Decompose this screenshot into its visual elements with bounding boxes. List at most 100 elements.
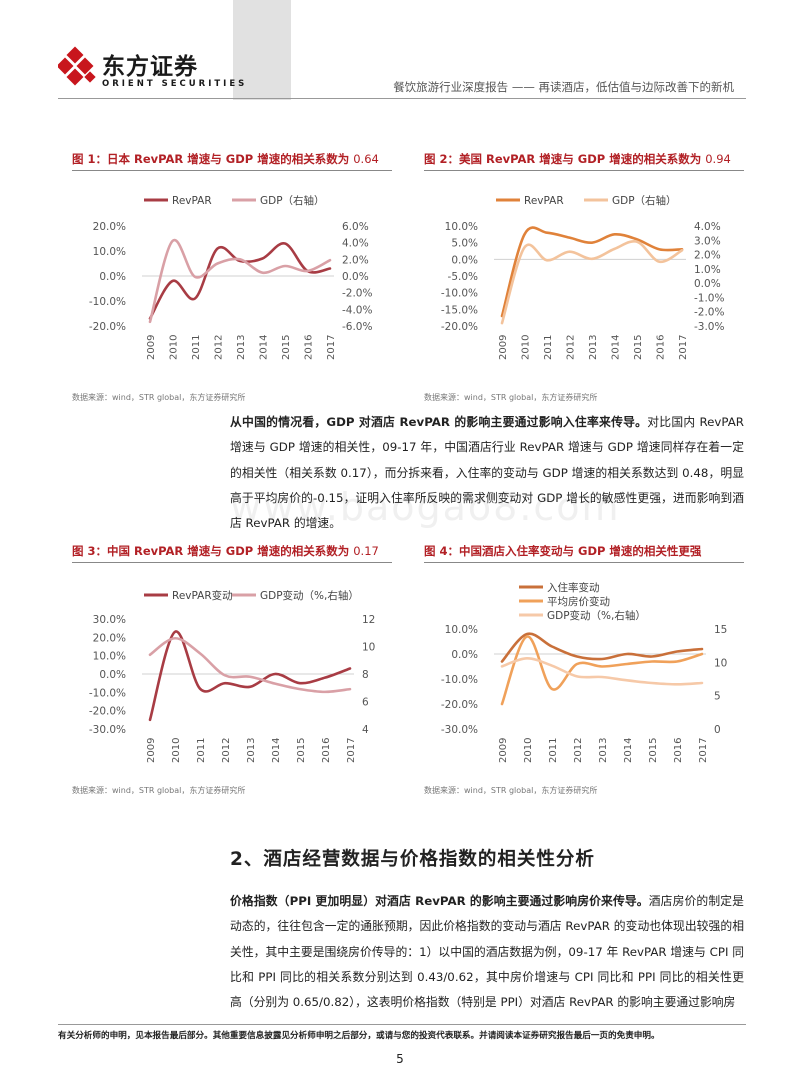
series-line bbox=[148, 238, 332, 324]
y-tick-label-right: 15 bbox=[714, 624, 727, 636]
x-tick-label: 2014 bbox=[271, 738, 282, 763]
paragraph-1-lead: 从中国的情况看，GDP 对酒店 RevPAR 的影响主要通过影响入住率来传导。 bbox=[230, 415, 648, 429]
x-tick-label: 2016 bbox=[321, 738, 332, 763]
page-number: 5 bbox=[396, 1052, 404, 1066]
figure-1-source: 数据来源：wind，STR global，东方证券研究所 bbox=[72, 393, 246, 402]
y-tick-label-right: 4.0% bbox=[342, 238, 369, 250]
figure-4-title: 图 4：中国酒店入住率变动与 GDP 增速的相关性更强 bbox=[424, 544, 702, 558]
y-tick-label-right: 4.0% bbox=[694, 221, 721, 233]
logo bbox=[58, 46, 96, 86]
series-line bbox=[500, 635, 704, 706]
y-tick-label-right: 10 bbox=[362, 642, 375, 654]
y-tick-label-right: 8 bbox=[362, 669, 369, 681]
y-tick-label-left: -30.0% bbox=[89, 724, 126, 736]
figure-1-chart: RevPAR GDP（右轴） 20.0% 10.0% 0.0% -10.0% -20.0% 6… bbox=[89, 194, 373, 360]
series-line bbox=[500, 239, 684, 325]
y-tick-label-right: 2.0% bbox=[694, 250, 721, 262]
y-tick-label-left: -10.0% bbox=[89, 296, 126, 308]
figure-3-chart: RevPAR变动 GDP变动（%,右轴） 30.0% 20.0% 10.0% 0.0% -1… bbox=[89, 589, 376, 763]
y-tick-label-right: 0.0% bbox=[694, 278, 721, 290]
y-tick-label-left: -20.0% bbox=[441, 699, 478, 711]
x-tick-label: 2011 bbox=[548, 738, 559, 763]
x-tick-label: 2011 bbox=[191, 335, 202, 360]
x-tick-label: 2015 bbox=[296, 738, 307, 763]
y-tick-label-left: -20.0% bbox=[89, 706, 126, 718]
legend-label: RevPAR变动 bbox=[172, 589, 233, 602]
paragraph-2-lead: 价格指数（PPI 更加明显）对酒店 RevPAR 的影响主要通过影响房价来传导。 bbox=[230, 894, 649, 908]
logo-chinese-name: 东方证券 bbox=[102, 54, 198, 80]
y-tick-label-left: -15.0% bbox=[441, 304, 478, 316]
x-tick-label: 2014 bbox=[623, 738, 634, 763]
y-tick-label-left: -30.0% bbox=[441, 724, 478, 736]
figure-2-rule bbox=[424, 170, 744, 171]
x-tick-label: 2011 bbox=[543, 335, 554, 360]
watermark: www.baogao8.com bbox=[230, 485, 621, 529]
x-tick-label: 2014 bbox=[611, 335, 622, 360]
y-tick-label-left: 20.0% bbox=[93, 221, 126, 233]
y-tick-label-left: 30.0% bbox=[93, 614, 126, 626]
series-line bbox=[148, 242, 332, 320]
paragraph-2: 价格指数（PPI 更加明显）对酒店 RevPAR 的影响主要通过影响房价来传导。… bbox=[230, 889, 744, 1015]
y-tick-label-right: -6.0% bbox=[342, 321, 372, 333]
paragraph-2-body: 酒店房价的制定是动态的，往往包含一定的通胀预期，因此价格指数的变动与酒店 Rev… bbox=[230, 894, 744, 1010]
figure-3-title: 图 3：中国 RevPAR 增速与 GDP 增速的相关系数为 0.17 bbox=[72, 544, 379, 558]
series-line bbox=[148, 636, 352, 694]
x-tick-label: 2009 bbox=[146, 335, 157, 360]
legend-label: GDP变动（%,右轴） bbox=[260, 589, 359, 602]
figure-3-rule bbox=[72, 562, 392, 563]
x-tick-label: 2009 bbox=[498, 738, 509, 763]
x-tick-label: 2017 bbox=[678, 335, 689, 360]
y-tick-label-right: 6 bbox=[362, 697, 369, 709]
y-tick-label-right: -2.0% bbox=[342, 288, 372, 300]
y-tick-label-right: 0.0% bbox=[342, 271, 369, 283]
series-line bbox=[500, 632, 704, 663]
figure-2-source: 数据来源：wind，STR global，东方证券研究所 bbox=[424, 393, 598, 402]
x-tick-label: 2017 bbox=[346, 738, 357, 763]
y-tick-label-right: 5 bbox=[714, 691, 721, 703]
series-line bbox=[500, 226, 684, 318]
x-tick-label: 2017 bbox=[698, 738, 709, 763]
x-tick-label: 2015 bbox=[281, 335, 292, 360]
y-tick-label-left: 10.0% bbox=[445, 624, 478, 636]
series-line bbox=[500, 657, 704, 686]
section-heading: 2、酒店经营数据与价格指数的相关性分析 bbox=[230, 849, 595, 870]
y-tick-label-right: 12 bbox=[362, 614, 375, 626]
legend-label: 入住率变动 bbox=[547, 581, 600, 594]
footer-divider bbox=[58, 1024, 746, 1025]
y-tick-label-left: 0.0% bbox=[451, 254, 478, 266]
y-tick-label-left: 0.0% bbox=[99, 669, 126, 681]
x-tick-label: 2009 bbox=[146, 738, 157, 763]
y-tick-label-right: 1.0% bbox=[694, 264, 721, 276]
y-tick-label-left: -10.0% bbox=[441, 288, 478, 300]
y-tick-label-right: -4.0% bbox=[342, 304, 372, 316]
x-tick-label: 2012 bbox=[566, 335, 577, 360]
y-tick-label-right: 3.0% bbox=[694, 235, 721, 247]
x-tick-label: 2013 bbox=[598, 738, 609, 763]
y-tick-label-left: -20.0% bbox=[441, 321, 478, 333]
x-tick-label: 2013 bbox=[236, 335, 247, 360]
x-tick-label: 2010 bbox=[523, 738, 534, 763]
x-tick-label: 2017 bbox=[326, 335, 337, 360]
figure-1-title: 图 1：日本 RevPAR 增速与 GDP 增速的相关系数为 0.64 bbox=[72, 152, 379, 166]
y-tick-label-left: -20.0% bbox=[89, 321, 126, 333]
series-line bbox=[148, 630, 352, 722]
figure-1-rule bbox=[72, 170, 392, 171]
y-tick-label-right: 6.0% bbox=[342, 221, 369, 233]
x-tick-label: 2012 bbox=[221, 738, 232, 763]
x-tick-label: 2010 bbox=[521, 335, 532, 360]
y-tick-label-right: 4 bbox=[362, 724, 369, 736]
figure-3-source: 数据来源：wind，STR global，东方证券研究所 bbox=[72, 786, 246, 795]
x-tick-label: 2009 bbox=[498, 335, 509, 360]
y-tick-label-left: -5.0% bbox=[448, 271, 478, 283]
header-gray-band bbox=[233, 0, 291, 100]
figure-2-chart: RevPAR GDP（右轴） 10.0% 5.0% 0.0% -5.0% -10.0% -15… bbox=[441, 194, 725, 360]
legend-label: RevPAR bbox=[172, 195, 212, 207]
y-tick-label-right: -2.0% bbox=[694, 307, 724, 319]
legend-label: RevPAR bbox=[524, 195, 564, 207]
y-tick-label-left: 10.0% bbox=[445, 221, 478, 233]
y-tick-label-left: 0.0% bbox=[99, 271, 126, 283]
figure-2-title: 图 2：美国 RevPAR 增速与 GDP 增速的相关系数为 0.94 bbox=[424, 152, 731, 166]
y-tick-label-right: 10 bbox=[714, 657, 727, 669]
header-divider bbox=[58, 98, 746, 99]
y-tick-label-left: 20.0% bbox=[93, 632, 126, 644]
